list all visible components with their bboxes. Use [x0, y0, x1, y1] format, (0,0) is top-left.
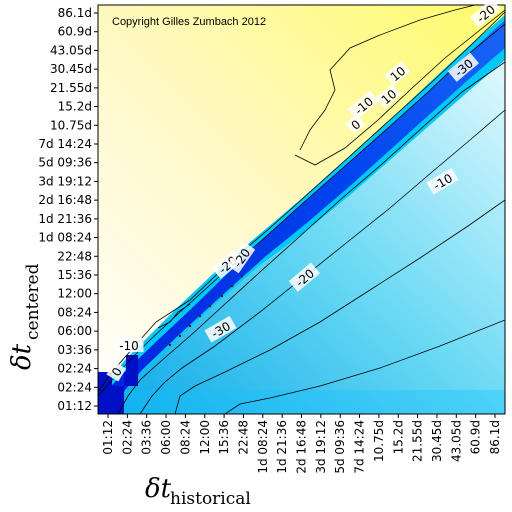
- y-tick-label: 3d 19:12: [38, 174, 92, 188]
- contour-label: 0: [106, 361, 126, 382]
- contour-label-bg: [426, 167, 459, 195]
- contour-label: -10: [114, 338, 144, 353]
- y-tick-label: 03:36: [57, 343, 92, 357]
- x-tick-label: 01:12: [101, 420, 115, 455]
- contour-label-bg: [227, 241, 256, 274]
- x-tick-label: 60.9d: [469, 420, 483, 454]
- x-tick-label: 43.05d: [449, 420, 463, 462]
- x-tick-label: 3d 19:12: [314, 420, 328, 474]
- contour-label-bg: [469, 0, 501, 28]
- y-tick-label: 7d 14:24: [38, 137, 92, 151]
- y-tick-label: 5d 09:36: [38, 156, 92, 170]
- x-tick-label: 22:48: [236, 420, 250, 455]
- x-tick-label: 03:36: [140, 420, 154, 455]
- y-tick-label: 02:24: [57, 380, 92, 394]
- contour-label-bg: [447, 52, 479, 82]
- x-axis-ticks: 01:12 02:24 03:36 06:00 08:24 12:00 15:36 22:48…: [101, 414, 502, 474]
- contour-label-bg: [347, 90, 379, 120]
- x-tick-label: 86.1d: [488, 420, 502, 454]
- copyright-note: Copyright Gilles Zumbach 2012: [112, 16, 266, 28]
- contour-label-bg: [106, 361, 126, 382]
- y-axis-label-sub: centered: [23, 263, 43, 340]
- bottom-strip: [98, 390, 505, 414]
- x-axis-label-sub: historical: [170, 489, 251, 509]
- contour-label-bg: [204, 315, 237, 343]
- x-tick-label: 06:00: [159, 420, 173, 455]
- x-tick-label: 1d 21:36: [275, 420, 289, 474]
- y-tick-label: 10.75d: [50, 118, 92, 132]
- contour-lines: [98, 5, 505, 414]
- contour-label-bg: [114, 338, 144, 352]
- low-block-step: [112, 355, 138, 386]
- x-tick-label: 30.45d: [430, 420, 444, 462]
- y-tick-label: 12:00: [57, 287, 92, 301]
- y-tick-label: 43.05d: [50, 43, 92, 57]
- contour-label-bg: [288, 262, 320, 292]
- x-tick-label: 2d 16:48: [295, 420, 309, 474]
- y-tick-label: 60.9d: [58, 25, 92, 39]
- x-tick-label: 21.55d: [411, 420, 425, 462]
- x-tick-label: 7d 14:24: [353, 420, 367, 474]
- y-axis-label-main: δt: [7, 343, 37, 370]
- y-tick-label: 22:48: [57, 249, 92, 263]
- x-tick-label: 15.2d: [391, 420, 405, 454]
- x-tick-label: 12:00: [198, 420, 212, 455]
- y-tick-label: 01:12: [57, 399, 92, 413]
- contour-label-bg: [384, 60, 411, 86]
- diagonal-dots: [168, 274, 244, 347]
- contour-label: 0: [345, 114, 366, 135]
- y-tick-label: 1d 08:24: [38, 231, 92, 245]
- x-axis-label: δt historical: [145, 474, 251, 509]
- x-tick-label: 02:24: [120, 420, 134, 455]
- y-tick-label: 02:24: [57, 362, 92, 376]
- y-tick-label: 08:24: [57, 305, 92, 319]
- y-tick-label: 2d 16:48: [38, 193, 92, 207]
- contour-label-bg: [375, 83, 402, 109]
- y-tick-label: 1d 21:36: [38, 212, 92, 226]
- x-tick-label: 1d 08:24: [256, 420, 270, 474]
- contour-label-bg: [345, 114, 366, 135]
- y-tick-label: 21.55d: [50, 81, 92, 95]
- plot-area: [98, 5, 505, 414]
- y-axis-label: δt centered: [7, 263, 43, 370]
- y-tick-label: 06:00: [57, 324, 92, 338]
- y-axis-ticks: 01:12 02:24 02:24 03:36 06:00 08:24 12:00 15:36…: [38, 6, 98, 413]
- y-tick-label: 15:36: [57, 268, 92, 282]
- x-tick-label: 10.75d: [372, 420, 386, 462]
- x-tick-label: 5d 09:36: [333, 420, 347, 474]
- y-tick-label: 15.2d: [58, 100, 92, 114]
- x-axis-label-main: δt: [145, 474, 172, 504]
- contour-label-text: -10: [119, 339, 139, 353]
- y-tick-label: 86.1d: [58, 6, 92, 20]
- y-tick-label: 30.45d: [50, 62, 92, 76]
- x-tick-label: 15:36: [217, 420, 231, 455]
- x-tick-label: 08:24: [178, 420, 192, 455]
